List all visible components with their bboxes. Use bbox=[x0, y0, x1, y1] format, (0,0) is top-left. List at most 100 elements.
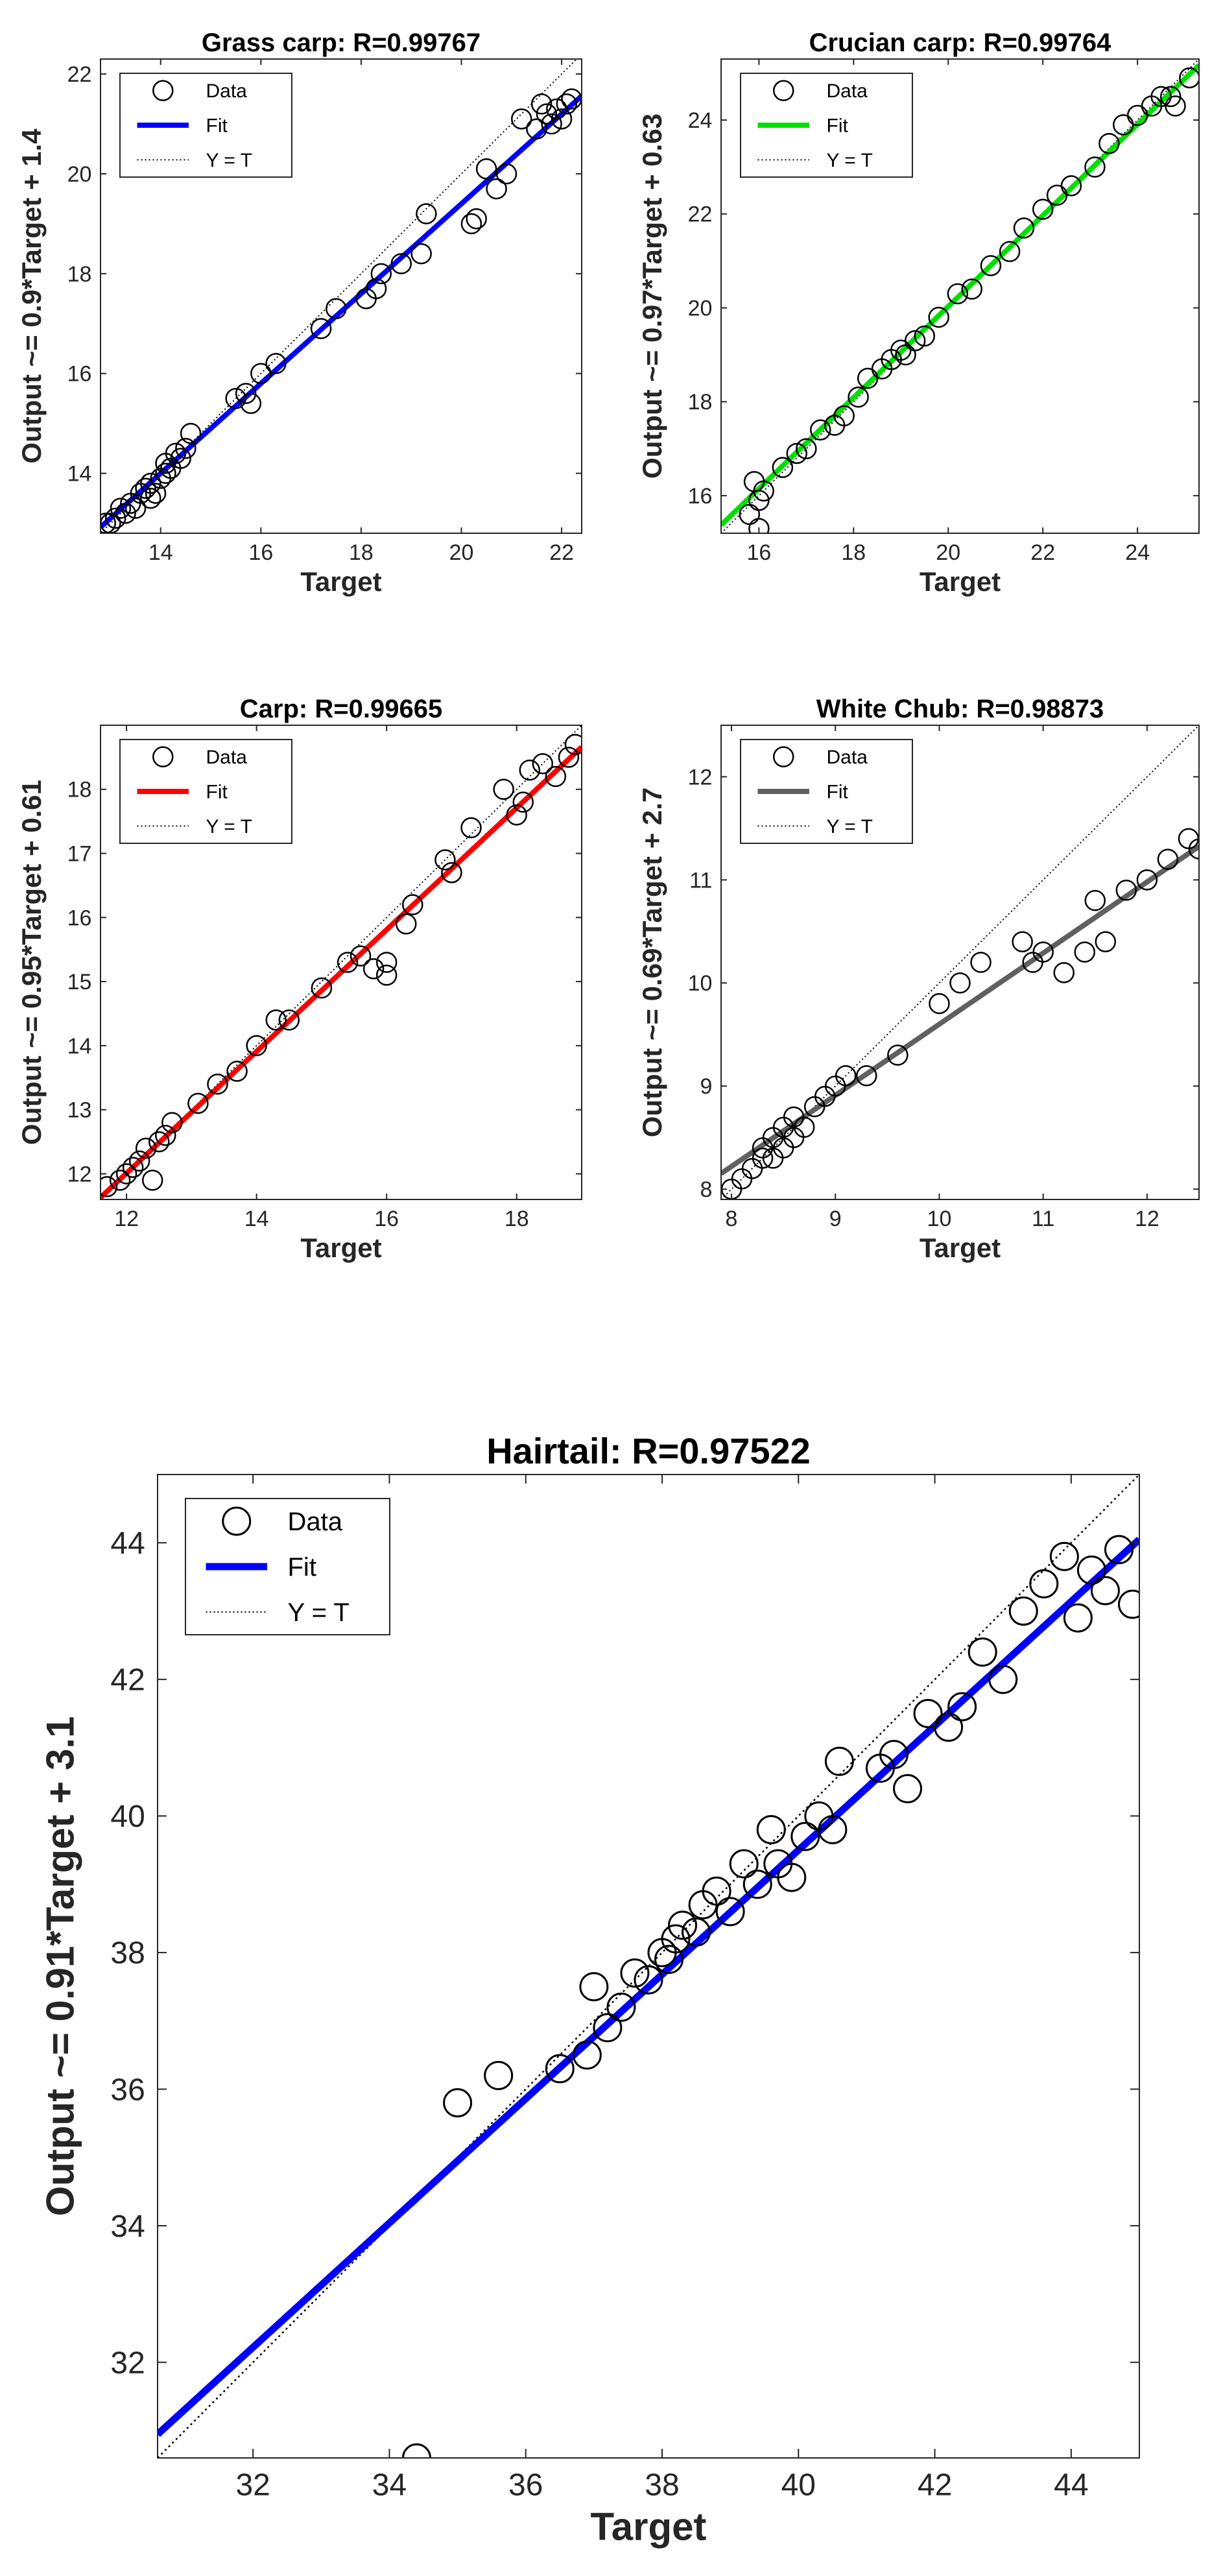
x-axis-label: Target bbox=[300, 1233, 381, 1263]
data-point bbox=[530, 93, 552, 115]
data-point bbox=[1098, 133, 1120, 154]
x-tick-label: 36 bbox=[508, 2468, 543, 2503]
data-point bbox=[1029, 1569, 1059, 1598]
x-tick-label: 40 bbox=[781, 2468, 816, 2503]
y-tick-label: 20 bbox=[67, 162, 92, 187]
data-point bbox=[416, 203, 437, 224]
fit-line bbox=[158, 1536, 1139, 2437]
legend-label: Data bbox=[827, 80, 868, 102]
data-point bbox=[466, 208, 487, 230]
data-point bbox=[833, 405, 855, 427]
x-tick-label: 12 bbox=[1135, 1207, 1159, 1231]
data-point bbox=[402, 2443, 432, 2458]
data-point bbox=[929, 993, 950, 1015]
data-point bbox=[235, 383, 257, 404]
data-point bbox=[1117, 1589, 1139, 1619]
axes-box bbox=[100, 58, 582, 534]
data-point bbox=[893, 1774, 923, 1803]
chart-panel-5: 32 34 36 38 40 42 44 32 34 36 38 40 42 44 Hairtail: R=… bbox=[38, 1430, 1140, 2549]
axes-box bbox=[100, 725, 582, 1200]
data-point bbox=[572, 2040, 602, 2070]
data-point bbox=[410, 243, 432, 265]
chart-panel-4: 8 9 10 11 12 8 9 10 11 12 White Chub: R=0.98873 Tar… bbox=[637, 695, 1200, 1263]
data-point bbox=[593, 2013, 623, 2043]
axes-box bbox=[157, 1474, 1140, 2459]
legend-marker-data bbox=[222, 1506, 252, 1536]
axes-box bbox=[720, 725, 1200, 1200]
y-tick-label: 16 bbox=[67, 906, 92, 930]
y-tick-label: 36 bbox=[110, 2073, 145, 2107]
data-point bbox=[545, 765, 567, 788]
data-point bbox=[777, 1862, 807, 1892]
legend-marker-data bbox=[152, 746, 174, 767]
data-point bbox=[1084, 889, 1106, 911]
y-tick-label: 44 bbox=[110, 1526, 145, 1561]
data-point bbox=[748, 518, 770, 533]
data-point bbox=[278, 1009, 300, 1031]
data-point bbox=[434, 849, 456, 871]
plot-content bbox=[721, 59, 1199, 533]
identity-line bbox=[158, 1475, 1139, 2458]
data-point bbox=[1032, 199, 1054, 220]
data-point bbox=[375, 965, 398, 986]
x-tick-label: 22 bbox=[549, 540, 574, 565]
y-tick-label: 32 bbox=[110, 2346, 145, 2380]
data-point bbox=[519, 759, 541, 781]
legend-label: Y = T bbox=[827, 150, 873, 171]
plot-content bbox=[721, 725, 1199, 1199]
data-point bbox=[968, 1637, 997, 1667]
data-point bbox=[362, 958, 385, 980]
chart-title: Grass carp: R=0.99767 bbox=[202, 29, 481, 57]
x-tick-label: 9 bbox=[829, 1207, 842, 1231]
data-point bbox=[682, 1917, 711, 1947]
data-point bbox=[115, 1163, 137, 1185]
legend-label: Data bbox=[206, 80, 248, 102]
y-tick-label: 18 bbox=[67, 262, 92, 287]
data-point bbox=[101, 1175, 118, 1198]
data-point bbox=[225, 387, 246, 409]
data-point bbox=[135, 477, 156, 499]
data-point bbox=[350, 945, 372, 967]
data-point bbox=[961, 278, 982, 300]
data-point bbox=[187, 1092, 209, 1114]
data-point bbox=[311, 977, 333, 999]
x-tick-label: 32 bbox=[235, 2468, 270, 2503]
data-point bbox=[122, 1157, 144, 1178]
legend-label: Fit bbox=[827, 115, 849, 137]
data-point bbox=[460, 817, 482, 839]
data-point bbox=[536, 103, 558, 125]
data-point bbox=[949, 972, 971, 994]
x-tick-label: 20 bbox=[449, 540, 474, 565]
data-point bbox=[532, 753, 554, 775]
data-point bbox=[1063, 1603, 1093, 1633]
y-tick-label: 38 bbox=[110, 1936, 145, 1971]
y-tick-label: 24 bbox=[688, 108, 713, 133]
data-point bbox=[970, 952, 991, 973]
data-point bbox=[526, 118, 547, 139]
plot-content bbox=[101, 725, 582, 1199]
data-point bbox=[337, 952, 359, 973]
data-point bbox=[1165, 95, 1186, 117]
data-point bbox=[265, 1009, 287, 1031]
data-point bbox=[402, 894, 423, 915]
data-point bbox=[250, 363, 272, 385]
x-axis-label: Target bbox=[591, 2505, 707, 2549]
x-tick-label: 12 bbox=[114, 1207, 139, 1231]
data-point bbox=[1095, 931, 1117, 952]
y-tick-label: 16 bbox=[67, 362, 92, 387]
data-point bbox=[1188, 838, 1199, 860]
y-axis-label: Output ~= 0.69*Target + 2.7 bbox=[637, 788, 667, 1138]
data-point bbox=[396, 913, 417, 935]
data-point bbox=[495, 163, 517, 185]
data-point bbox=[140, 472, 161, 494]
data-point bbox=[109, 1170, 131, 1191]
y-tick-label: 9 bbox=[700, 1074, 712, 1099]
data-point bbox=[1159, 86, 1181, 108]
data-point bbox=[551, 108, 573, 130]
chart-panel-1: 14 16 18 20 22 14 16 18 20 22 Grass carp: R=0.9976… bbox=[16, 29, 582, 597]
legend: Data Fit Y = T bbox=[740, 739, 913, 844]
data-point bbox=[1074, 941, 1096, 963]
x-axis-label: Target bbox=[920, 1233, 1001, 1263]
x-tick-label: 42 bbox=[918, 2468, 952, 2503]
data-point bbox=[1179, 67, 1199, 89]
